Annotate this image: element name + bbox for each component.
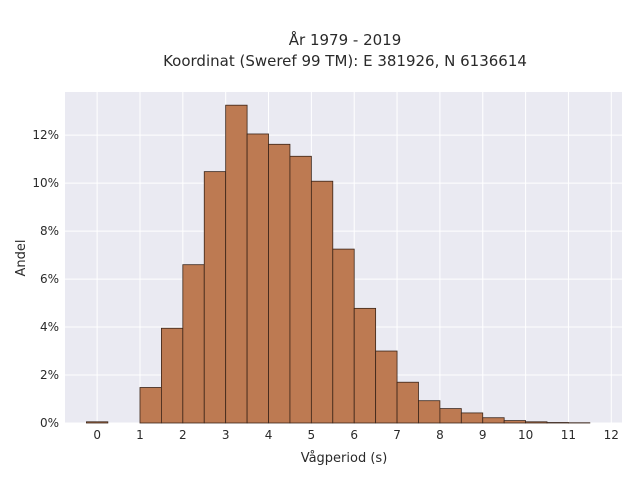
x-tick-label: 11 bbox=[561, 428, 576, 442]
histogram-bar bbox=[460, 412, 484, 424]
bars-group bbox=[86, 104, 591, 424]
chart-title: År 1979 - 2019 bbox=[289, 30, 402, 49]
histogram-bar bbox=[182, 264, 205, 424]
x-axis-ticks: 0 1 2 3 4 5 6 7 8 9 10 11 12 bbox=[93, 428, 619, 442]
x-tick-label: 7 bbox=[393, 428, 401, 442]
x-tick-label: 5 bbox=[308, 428, 316, 442]
y-tick-label: 6% bbox=[40, 272, 59, 286]
x-tick-label: 1 bbox=[136, 428, 144, 442]
y-tick-label: 4% bbox=[40, 320, 59, 334]
histogram-bar bbox=[268, 143, 291, 424]
histogram-bar bbox=[503, 420, 526, 424]
y-tick-label: 10% bbox=[32, 176, 59, 190]
x-tick-label: 8 bbox=[436, 428, 444, 442]
histogram-bar bbox=[353, 307, 377, 424]
x-tick-label: 6 bbox=[350, 428, 358, 442]
x-tick-label: 10 bbox=[518, 428, 533, 442]
histogram-bar bbox=[246, 133, 269, 424]
y-tick-label: 2% bbox=[40, 368, 59, 382]
y-axis-label: Andel bbox=[14, 240, 29, 277]
histogram-bar bbox=[482, 417, 505, 424]
x-tick-label: 12 bbox=[604, 428, 619, 442]
histogram-bar bbox=[310, 180, 334, 424]
histogram-bar bbox=[86, 421, 109, 424]
histogram-bar bbox=[139, 387, 162, 424]
histogram-bar bbox=[396, 381, 419, 424]
histogram-bar bbox=[375, 350, 398, 424]
chart-subtitle: Koordinat (Sweref 99 TM): E 381926, N 61… bbox=[163, 52, 527, 70]
histogram-bar bbox=[289, 155, 312, 424]
histogram-bar bbox=[439, 408, 462, 424]
y-tick-label: 8% bbox=[40, 224, 59, 238]
histogram-bar bbox=[203, 171, 227, 424]
histogram-bar bbox=[161, 327, 184, 424]
histogram-bar bbox=[225, 104, 248, 424]
histogram-bar bbox=[525, 421, 548, 424]
x-tick-label: 4 bbox=[265, 428, 273, 442]
x-tick-label: 3 bbox=[222, 428, 230, 442]
y-tick-label: 12% bbox=[32, 128, 59, 142]
x-tick-label: 0 bbox=[93, 428, 101, 442]
x-tick-label: 2 bbox=[179, 428, 187, 442]
y-axis-ticks: 0% 2% 4% 6% 8% 10% 12% bbox=[32, 128, 59, 430]
histogram-bar bbox=[418, 400, 441, 424]
histogram-bar bbox=[332, 248, 355, 424]
y-tick-label: 0% bbox=[40, 416, 59, 430]
x-axis-label: Vågperiod (s) bbox=[301, 451, 388, 466]
x-tick-label: 9 bbox=[479, 428, 487, 442]
